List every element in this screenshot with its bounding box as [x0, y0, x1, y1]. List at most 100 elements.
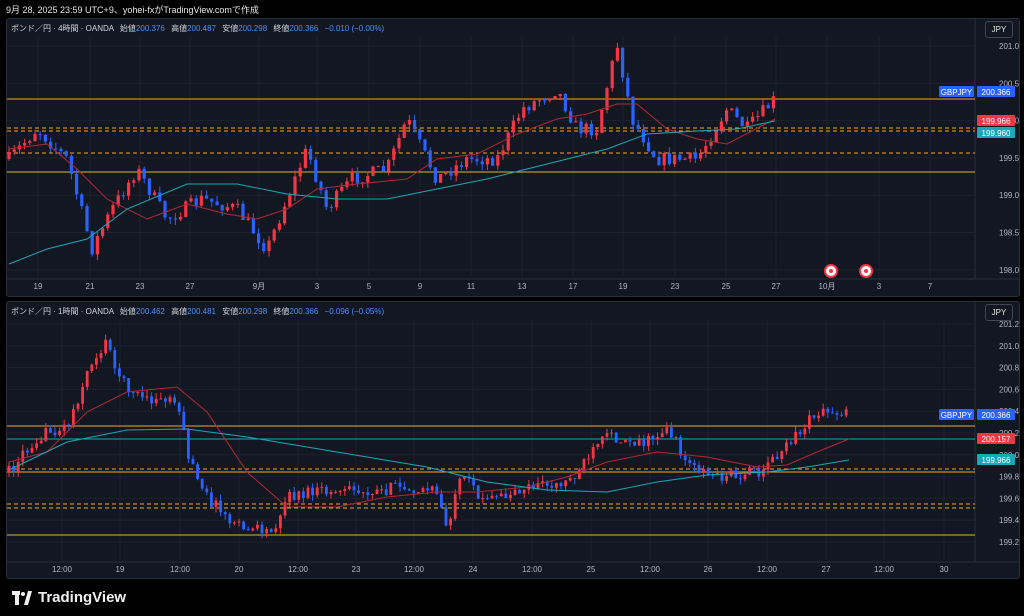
candle	[293, 176, 297, 196]
price-label-text: 200.157	[982, 435, 1011, 444]
candle	[153, 192, 157, 195]
candle	[350, 172, 354, 182]
candle	[794, 431, 797, 444]
candle	[605, 433, 609, 437]
candle	[127, 378, 130, 393]
moving-average-red	[8, 386, 850, 508]
footer: TradingView	[0, 583, 1024, 616]
price-chart-1h[interactable]: 201.200201.000200.800200.600200.400200.2…	[7, 302, 1019, 578]
candle	[421, 488, 425, 493]
candle	[480, 161, 484, 165]
candle	[558, 93, 562, 97]
candle	[652, 151, 656, 157]
symbol-label[interactable]: ポンド／円 · 1時間 · OANDA	[11, 307, 114, 316]
price-tick-label: 201.000	[999, 342, 1019, 351]
chart-panel-4h[interactable]: ポンド／円 · 4時間 · OANDA 始値200.376 高値200.487 …	[6, 18, 1020, 297]
candle	[628, 440, 632, 442]
price-label-text: 200.366	[982, 411, 1011, 420]
price-label-box	[977, 409, 1015, 420]
price-label-box	[977, 127, 1015, 138]
candle	[491, 158, 495, 166]
candle	[12, 466, 15, 472]
candle	[225, 207, 229, 211]
tradingview-logo[interactable]: TradingView	[12, 589, 126, 606]
price-tick-label: 200.600	[999, 385, 1019, 394]
candle	[605, 88, 609, 110]
high-label: 高値	[171, 307, 188, 316]
candle	[840, 414, 843, 416]
price-tick-label: 199.600	[999, 494, 1019, 503]
candle	[228, 514, 232, 524]
candle	[236, 203, 240, 205]
candle	[233, 522, 236, 524]
candle	[780, 451, 784, 460]
candle	[472, 478, 475, 486]
candle	[417, 492, 420, 494]
candle	[702, 469, 705, 473]
close-value: 200.366	[289, 307, 319, 316]
candle	[44, 428, 48, 441]
candle	[246, 218, 250, 220]
candle	[81, 386, 84, 404]
price-chart-4h[interactable]: 201.000200.500200.000199.500199.000198.5…	[7, 19, 1019, 296]
candle	[132, 180, 136, 183]
candle	[573, 477, 577, 479]
candle	[559, 482, 563, 487]
candle	[137, 168, 141, 181]
candle	[241, 203, 245, 220]
top-bar: 9月 28, 2025 23:59 UTC+9、yohei-fxがTrading…	[0, 0, 1024, 18]
candle	[651, 435, 655, 440]
time-tick-label: 25	[587, 565, 596, 574]
candle	[99, 353, 103, 359]
currency-button[interactable]: JPY	[985, 304, 1013, 321]
candle	[147, 178, 151, 195]
candle	[495, 495, 498, 497]
candle	[75, 173, 79, 195]
candle	[693, 152, 697, 159]
candle	[343, 488, 347, 491]
candle	[251, 528, 255, 531]
candle	[518, 489, 521, 494]
candle	[80, 194, 84, 207]
high-value: 200.487	[187, 24, 216, 33]
candle	[720, 473, 724, 481]
candle	[564, 480, 567, 487]
candle	[579, 121, 583, 134]
candle	[499, 493, 503, 497]
low-value: 200.298	[238, 24, 268, 33]
candle	[481, 498, 485, 500]
candle	[789, 442, 793, 444]
candle	[444, 171, 448, 175]
candle	[688, 152, 692, 159]
candle	[743, 474, 747, 480]
candle	[595, 132, 599, 136]
candle	[262, 243, 266, 252]
candle	[30, 447, 34, 453]
candle	[28, 141, 32, 143]
candle	[159, 398, 163, 400]
price-tick-label: 200.500	[999, 79, 1019, 88]
currency-button[interactable]: JPY	[985, 21, 1013, 38]
symbol-label[interactable]: ポンド／円 · 4時間 · OANDA	[11, 24, 114, 33]
candle	[621, 47, 625, 78]
price-label-box	[977, 454, 1015, 465]
high-label: 高値	[171, 24, 188, 33]
candle	[348, 486, 351, 489]
chart-panel-1h[interactable]: ポンド／円 · 1時間 · OANDA 始値200.462 高値200.481 …	[6, 301, 1020, 579]
candle	[116, 195, 120, 206]
candle	[279, 515, 282, 529]
candle	[449, 171, 453, 176]
candle	[543, 100, 547, 102]
candle	[584, 123, 588, 134]
candle	[511, 120, 515, 133]
candle	[257, 233, 261, 244]
candle	[619, 442, 623, 444]
candle	[121, 195, 125, 197]
candle	[444, 507, 448, 526]
candle	[64, 151, 68, 156]
time-tick-label: 27	[822, 565, 831, 574]
candle	[697, 465, 701, 473]
time-tick-label: 13	[518, 282, 527, 291]
candle	[164, 398, 167, 402]
candle	[831, 412, 834, 414]
